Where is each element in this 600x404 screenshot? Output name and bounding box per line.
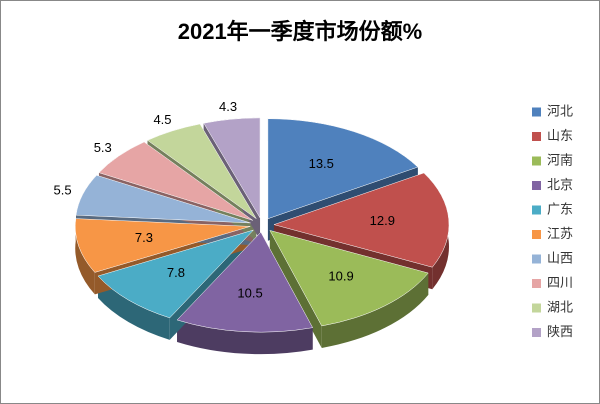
legend-label: 陕西	[547, 324, 573, 339]
legend-label: 北京	[547, 177, 573, 192]
value-label: 5.3	[94, 140, 112, 155]
slice-edge	[269, 230, 322, 348]
legend-swatch	[532, 205, 541, 215]
value-label: 7.8	[167, 265, 185, 280]
slice	[203, 117, 261, 219]
value-label: 5.5	[53, 183, 71, 198]
legend-swatch	[532, 254, 541, 264]
legend-swatch	[532, 303, 541, 313]
legend-swatch	[532, 328, 541, 337]
value-label: 12.9	[370, 213, 395, 228]
legend-label: 湖北	[547, 299, 573, 314]
slice	[75, 174, 251, 224]
slice	[273, 172, 450, 268]
legend-swatch	[532, 107, 541, 117]
slice	[176, 231, 314, 333]
legend-swatch	[532, 230, 541, 239]
legend-swatch	[532, 132, 541, 141]
legend-label: 山东	[547, 128, 573, 143]
value-label: 13.5	[309, 156, 334, 171]
legend-label: 河北	[547, 103, 573, 118]
value-label: 10.5	[237, 285, 262, 300]
slice	[267, 118, 419, 220]
legend-swatch	[532, 181, 541, 190]
legend-swatch	[532, 279, 541, 288]
slice-side	[177, 319, 313, 355]
pie-tops	[75, 117, 450, 333]
legend-swatch	[532, 156, 541, 166]
legend-label: 江苏	[547, 226, 573, 241]
slice-side	[75, 218, 95, 295]
slice	[98, 141, 253, 221]
legend-label: 河南	[547, 152, 573, 167]
slice	[75, 218, 251, 273]
slice	[97, 229, 255, 319]
legend-label: 四川	[547, 275, 573, 290]
legend-label: 山西	[547, 250, 573, 265]
chart-title: 2021年一季度市场份额%	[178, 19, 423, 44]
legend-label: 广东	[547, 201, 573, 216]
value-label: 4.5	[153, 112, 171, 127]
slice	[269, 230, 429, 327]
value-label: 7.3	[135, 230, 153, 245]
value-label: 4.3	[219, 99, 237, 114]
value-label: 10.9	[328, 269, 353, 284]
slice	[147, 123, 257, 219]
